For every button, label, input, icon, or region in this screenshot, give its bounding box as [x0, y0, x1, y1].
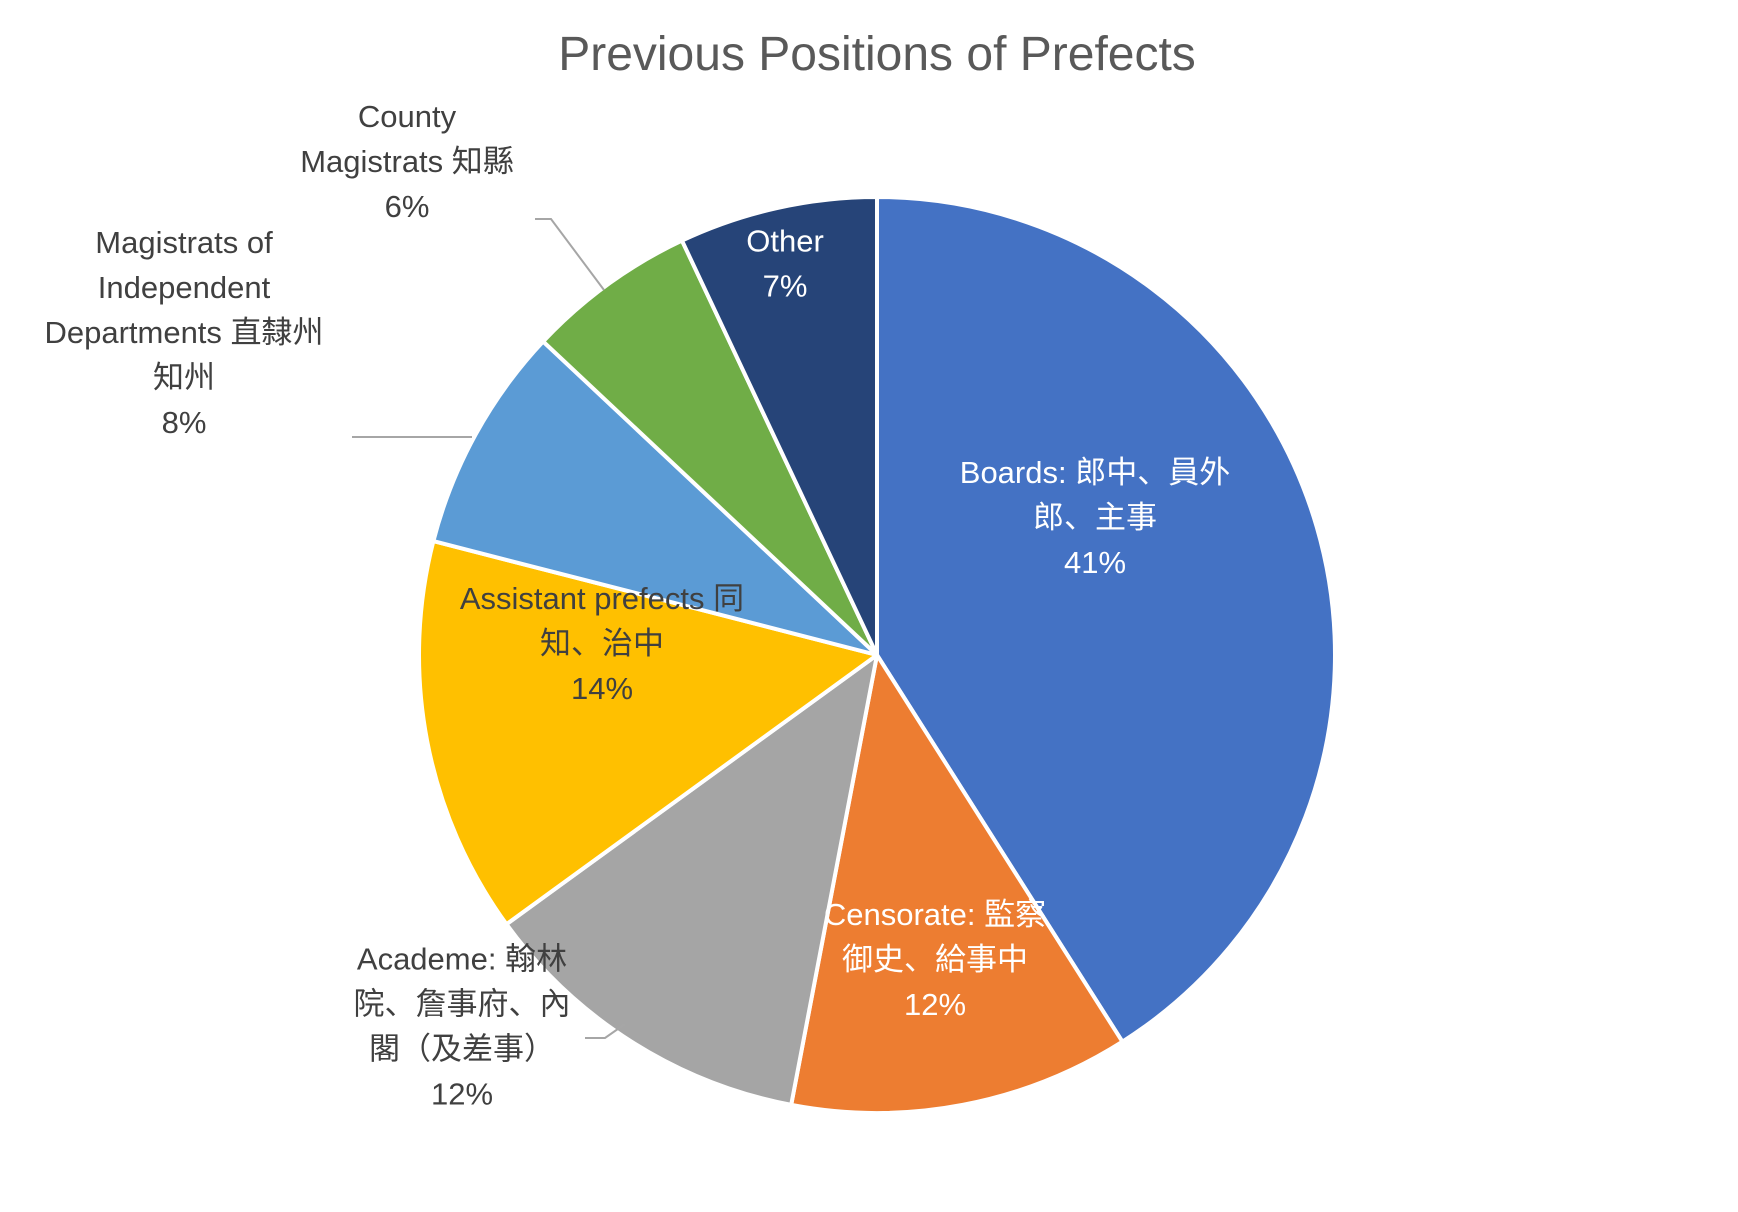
slices-layer — [417, 195, 1337, 1116]
data-label-name: Other — [746, 224, 824, 259]
data-label-name: 閣（及差事） — [369, 1032, 555, 1067]
pie-slice-assistant-prefects — [417, 539, 879, 927]
data-label: Boards: 郎中、員外郎、主事 41% — [960, 455, 1230, 580]
data-label-value: 8% — [162, 405, 207, 440]
data-label-value: 7% — [763, 269, 808, 304]
pie-slice-magistrats-of-independent-departments — [431, 339, 879, 657]
pie-slice-county-magistrats — [541, 238, 879, 657]
data-label-name: Independent — [98, 270, 271, 305]
data-label-name: Censorate: 監察 — [824, 897, 1046, 932]
chart-title: Previous Positions of Prefects — [558, 28, 1196, 81]
leader-lines — [352, 218, 626, 1039]
data-label-name: Boards: 郎中、員外 — [960, 455, 1230, 490]
data-label-name: County — [358, 99, 457, 134]
data-label-name: 御史、給事中 — [842, 942, 1028, 977]
data-label-value: 41% — [1064, 545, 1126, 580]
data-label-name: Magistrats of — [95, 225, 273, 260]
data-label-name: Magistrats 知縣 — [300, 144, 514, 179]
leader-line — [535, 218, 605, 291]
data-label-name: 郎、主事 — [1033, 500, 1157, 535]
data-label-name: Academe: 翰林 — [357, 942, 567, 977]
data-label-name: 知、治中 — [540, 626, 664, 661]
pie-slice-censorate — [789, 653, 1125, 1116]
data-label-value: 6% — [385, 189, 430, 224]
data-label-name: 院、詹事府、內 — [354, 987, 571, 1022]
data-label-value: 14% — [571, 671, 633, 706]
data-label-value: 12% — [431, 1077, 493, 1112]
data-label-name: Departments 直隸州 — [44, 315, 323, 350]
pie-slice-boards — [875, 195, 1337, 1044]
pie-slice-academe — [504, 653, 879, 1107]
data-label: County Magistrats 知縣 6% — [300, 99, 514, 224]
pie-slice-other — [679, 195, 879, 657]
data-label: Magistrats of Independent Departments 直隸州知… — [44, 225, 323, 440]
data-label: Other 7% — [746, 224, 824, 304]
leader-line — [585, 1023, 626, 1039]
data-label: Academe: 翰林院、詹事府、內閣（及差事） 12% — [354, 942, 571, 1112]
data-label-name: 知州 — [153, 360, 215, 395]
data-label-value: 12% — [904, 987, 966, 1022]
data-label: Assistant prefects 同知、治中 14% — [460, 581, 744, 706]
data-label-name: Assistant prefects 同 — [460, 581, 744, 616]
